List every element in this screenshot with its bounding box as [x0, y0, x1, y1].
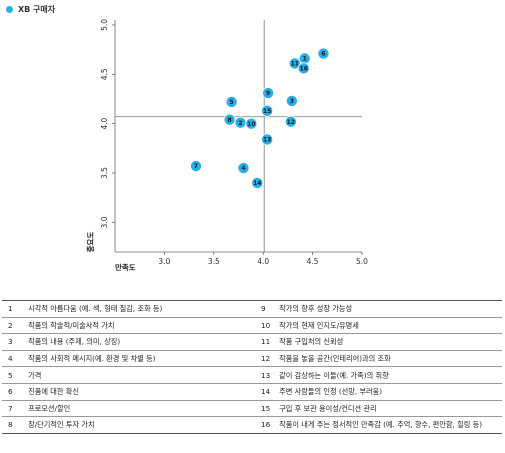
item-number: 10 [259, 317, 280, 335]
data-point-label: 14 [253, 180, 261, 187]
column-gap [250, 400, 260, 418]
item-description: 진품에 대한 확신 [28, 383, 251, 401]
scatter-chart: 3.0 3.5 4.0 4.5 5.03.03.54.04.55.0만족도중요도1234… [86, 19, 368, 272]
data-point [190, 160, 203, 173]
data-point-label: 3 [290, 98, 294, 105]
item-description: 같이 감상하는 이들(예. 가족)의 취향 [279, 366, 502, 384]
item-number: 7 [2, 400, 29, 418]
y-tick-label: 3.0 [100, 216, 109, 228]
column-gap [250, 366, 260, 384]
x-tick-label: 4.5 [307, 257, 319, 266]
data-point [261, 133, 274, 146]
legend-table-row: 2 작품의 학술적/미술사적 가치 10 작가의 현재 인지도/유명세 [2, 317, 502, 335]
data-point [317, 47, 330, 60]
data-point-label: 4 [241, 165, 245, 172]
item-description: 작품의 내용 (주제, 의미, 상징) [28, 333, 251, 351]
item-number: 6 [2, 383, 29, 401]
item-number: 2 [2, 317, 29, 335]
legend-table-row: 4 작품의 사회적 메시지(예. 환경 및 차별 등) 12 작품을 놓을 공간(인테… [2, 350, 502, 368]
item-description: 가격 [28, 366, 251, 384]
y-tick-label: 4.0 [100, 117, 109, 129]
item-number: 13 [259, 366, 280, 384]
x-tick-label: 4.0 [257, 257, 269, 266]
column-gap [250, 350, 260, 368]
item-number: 12 [259, 350, 280, 368]
legend-table-row: 6 진품에 대한 확신 14 주변 사람들의 인정 (선망, 부러움) [2, 383, 502, 401]
item-description: 시각적 아름다움 (예. 색, 형태 질감, 조화 등) [28, 300, 251, 318]
column-gap [250, 333, 260, 351]
data-point-label: 1 [303, 56, 307, 63]
column-gap [250, 317, 260, 335]
legend-table-row: 1 시각적 아름다움 (예. 색, 형태 질감, 조화 등) 9 작가의 향후 성장 … [2, 300, 502, 318]
column-gap [250, 383, 260, 401]
data-point [223, 113, 236, 126]
item-description: 작가의 현재 인지도/유명세 [279, 317, 502, 335]
item-number: 5 [2, 366, 29, 384]
legend-table-row: 7 프로모션/할인 15 구입 후 보관 용이성/컨디션 관리 [2, 400, 502, 418]
y-tick-label: 5.0 [100, 19, 109, 31]
data-point-label: 11 [291, 61, 299, 68]
data-point [251, 176, 264, 189]
data-point [285, 94, 298, 107]
data-point-label: 16 [300, 65, 308, 72]
item-description: 주변 사람들의 인정 (선망, 부러움) [279, 383, 502, 401]
item-description: 작품의 사회적 메시지(예. 환경 및 차별 등) [28, 350, 251, 368]
data-point [284, 115, 297, 128]
item-number: 1 [2, 300, 29, 318]
data-point [237, 162, 250, 175]
x-tick-label: 5.0 [356, 257, 368, 266]
x-tick-label: 3.5 [208, 257, 220, 266]
item-number: 11 [259, 333, 280, 351]
data-point-label: 15 [263, 108, 271, 115]
legend-table-body: 1 시각적 아름다움 (예. 색, 형태 질감, 조화 등) 9 작가의 향후 성장 … [2, 300, 502, 434]
item-number: 3 [2, 333, 29, 351]
legend-label: XB 구매자 [18, 4, 56, 14]
data-point [225, 95, 238, 108]
data-point [262, 87, 275, 100]
item-description: 구입 후 보관 용이성/컨디션 관리 [279, 400, 502, 418]
item-description: 작품이 내게 주는 정서적인 만족감 (예. 추억, 향수, 편안함, 힐링 등… [279, 416, 502, 434]
item-number: 14 [259, 383, 280, 401]
data-point [245, 117, 258, 130]
item-number: 4 [2, 350, 29, 368]
data-point [261, 104, 274, 117]
data-point-label: 7 [194, 163, 198, 170]
data-point-label: 5 [229, 99, 233, 106]
column-gap [250, 300, 260, 318]
data-point-label: 12 [287, 119, 295, 126]
item-description: 작가의 향후 성장 가능성 [279, 300, 502, 318]
legend-table-row: 3 작품의 내용 (주제, 의미, 상징) 11 작품 구입처의 신뢰성 [2, 333, 502, 351]
data-point-label: 8 [228, 117, 232, 124]
item-description: 작품을 놓을 공간(인테리어)과의 조화 [279, 350, 502, 368]
item-description: 장/단기적인 투자 가치 [28, 416, 251, 434]
legend-table: 1 시각적 아름다움 (예. 색, 형태 질감, 조화 등) 9 작가의 향후 성장 … [2, 300, 502, 434]
item-description: 작품 구입처의 신뢰성 [279, 333, 502, 351]
data-point [297, 62, 310, 75]
item-description: 작품의 학술적/미술사적 가치 [28, 317, 251, 335]
chart-legend: XB 구매자 [6, 2, 55, 16]
data-point-label: 10 [247, 121, 255, 128]
legend-table-row: 8 장/단기적인 투자 가치 16 작품이 내게 주는 정서적인 만족감 (예. 추억… [2, 416, 502, 434]
data-point-label: 2 [238, 120, 242, 127]
data-point-label: 6 [321, 51, 325, 58]
x-tick-label: 3.0 [158, 257, 170, 266]
item-number: 8 [2, 416, 29, 434]
data-point-label: 13 [263, 137, 271, 144]
data-point-label: 9 [266, 90, 270, 97]
item-description: 프로모션/할인 [28, 400, 251, 418]
plot-area: 3.0 3.5 4.0 4.5 5.03.03.54.04.55.0만족도중요도1234… [86, 19, 368, 272]
y-tick-label: 3.5 [100, 167, 109, 179]
y-axis-title: 중요도 [86, 232, 95, 253]
column-gap [250, 416, 260, 434]
y-tick-label: 4.5 [100, 68, 109, 80]
item-number: 15 [259, 400, 280, 418]
legend-dot-icon [6, 5, 13, 13]
item-number: 9 [259, 300, 280, 318]
legend-table-row: 5 가격 13 같이 감상하는 이들(예. 가족)의 취향 [2, 366, 502, 384]
x-axis-title: 만족도 [115, 262, 136, 272]
item-number: 16 [259, 416, 280, 434]
